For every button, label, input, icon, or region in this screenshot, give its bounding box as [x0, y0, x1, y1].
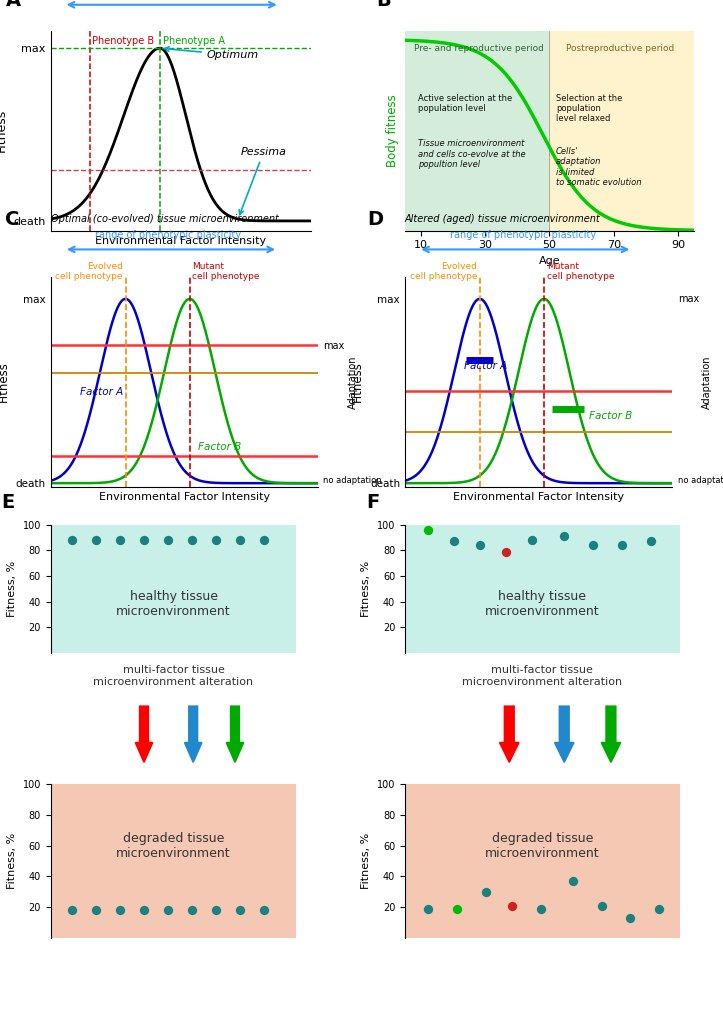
- FancyArrow shape: [602, 706, 620, 763]
- Point: [67, 532, 78, 548]
- Text: degraded tissue
microenvironment: degraded tissue microenvironment: [116, 831, 231, 860]
- Text: Factor B: Factor B: [198, 442, 241, 452]
- Text: E: E: [1, 493, 14, 511]
- Point: [645, 533, 656, 549]
- FancyArrow shape: [184, 706, 202, 763]
- Text: F: F: [367, 493, 380, 511]
- Y-axis label: Fitness: Fitness: [351, 362, 364, 402]
- Text: range of phenotypic plasticity: range of phenotypic plasticity: [450, 230, 596, 240]
- Y-axis label: Fitness, %: Fitness, %: [7, 561, 17, 617]
- Text: B: B: [376, 0, 390, 10]
- Point: [259, 902, 270, 918]
- Point: [187, 532, 198, 548]
- Point: [163, 902, 174, 918]
- Y-axis label: Fitness, %: Fitness, %: [362, 561, 371, 617]
- Point: [138, 532, 150, 548]
- Point: [90, 902, 102, 918]
- X-axis label: Environmental Factor Intensity: Environmental Factor Intensity: [99, 492, 270, 502]
- X-axis label: Age: Age: [539, 256, 560, 265]
- Y-axis label: Fitness: Fitness: [0, 362, 10, 402]
- Bar: [549, 31, 694, 231]
- Text: Selection at the
population
level relaxed: Selection at the population level relaxe…: [556, 93, 623, 123]
- Text: Pessima: Pessima: [239, 147, 286, 214]
- Text: Adaptation: Adaptation: [702, 355, 712, 409]
- X-axis label: Environmental Factor Intensity: Environmental Factor Intensity: [453, 492, 624, 502]
- Text: Adaptation: Adaptation: [348, 355, 358, 409]
- Bar: [405, 31, 549, 231]
- Text: Active selection at the
population level: Active selection at the population level: [418, 93, 512, 113]
- Text: no adaptation: no adaptation: [323, 476, 382, 485]
- Text: Mutant
cell phenotype: Mutant cell phenotype: [192, 261, 260, 281]
- Point: [138, 902, 150, 918]
- X-axis label: Environmental Factor Intensity: Environmental Factor Intensity: [95, 236, 266, 246]
- Text: Factor A: Factor A: [463, 361, 507, 371]
- Point: [448, 533, 460, 549]
- Text: Altered (aged) tissue microenvironment: Altered (aged) tissue microenvironment: [405, 214, 601, 223]
- FancyArrow shape: [555, 706, 574, 763]
- Point: [67, 902, 78, 918]
- Text: multi-factor tissue
microenvironment alteration: multi-factor tissue microenvironment alt…: [462, 665, 623, 687]
- Point: [422, 522, 434, 538]
- Point: [567, 873, 578, 890]
- Point: [234, 532, 246, 548]
- Point: [234, 902, 246, 918]
- Text: Phenotype B: Phenotype B: [93, 36, 155, 46]
- FancyArrow shape: [500, 706, 519, 763]
- Text: max: max: [677, 294, 699, 304]
- Point: [480, 884, 492, 900]
- Text: Tissue microenvironment
and cells co-evolve at the
popultion level: Tissue microenvironment and cells co-evo…: [418, 139, 526, 169]
- Text: A: A: [7, 0, 22, 10]
- Y-axis label: Body fitness: Body fitness: [386, 94, 399, 167]
- Point: [654, 901, 665, 916]
- Point: [506, 898, 518, 914]
- Text: Factor B: Factor B: [589, 411, 633, 420]
- Text: Optimum: Optimum: [165, 47, 259, 59]
- Point: [163, 532, 174, 548]
- FancyArrow shape: [226, 706, 244, 763]
- Point: [90, 532, 102, 548]
- Y-axis label: Fitness: Fitness: [0, 109, 8, 153]
- Text: Phenotype A: Phenotype A: [163, 36, 225, 46]
- Point: [616, 537, 628, 554]
- Point: [625, 910, 636, 927]
- Y-axis label: Fitness, %: Fitness, %: [7, 833, 17, 889]
- Text: healthy tissue
microenvironment: healthy tissue microenvironment: [485, 590, 599, 618]
- Y-axis label: Fitness, %: Fitness, %: [362, 833, 371, 889]
- Text: degraded tissue
microenvironment: degraded tissue microenvironment: [485, 831, 599, 860]
- Point: [535, 901, 547, 916]
- Text: healthy tissue
microenvironment: healthy tissue microenvironment: [116, 590, 231, 618]
- Point: [422, 901, 434, 916]
- Text: C: C: [5, 209, 20, 229]
- Point: [558, 528, 570, 544]
- Text: no adaptation: no adaptation: [677, 476, 723, 485]
- Point: [451, 901, 463, 916]
- Text: Optimal (co-evolved) tissue microenvironment: Optimal (co-evolved) tissue microenviron…: [51, 214, 278, 223]
- Text: Evolved
cell phenotype: Evolved cell phenotype: [56, 261, 123, 281]
- Point: [500, 543, 512, 560]
- Text: range of phenotypic plasticity: range of phenotypic plasticity: [95, 230, 241, 240]
- Point: [587, 537, 599, 554]
- Text: Factor A: Factor A: [80, 386, 124, 397]
- Text: Cells'
adaptation
is limited
to somatic evolution: Cells' adaptation is limited to somatic …: [556, 147, 641, 188]
- Text: max: max: [323, 341, 345, 352]
- Text: D: D: [367, 209, 384, 229]
- Text: Evolved
cell phenotype: Evolved cell phenotype: [410, 261, 477, 281]
- Text: Postreproductive period: Postreproductive period: [566, 44, 675, 53]
- Point: [187, 902, 198, 918]
- Text: multi-factor tissue
microenvironment alteration: multi-factor tissue microenvironment alt…: [93, 665, 254, 687]
- Point: [596, 898, 607, 914]
- FancyArrow shape: [135, 706, 153, 763]
- Point: [114, 532, 126, 548]
- Point: [114, 902, 126, 918]
- Text: Pre- and reproductive period: Pre- and reproductive period: [414, 44, 544, 53]
- Point: [474, 537, 486, 554]
- Point: [210, 902, 222, 918]
- Point: [210, 532, 222, 548]
- Text: Mutant
cell phenotype: Mutant cell phenotype: [547, 261, 614, 281]
- Point: [526, 532, 538, 548]
- Point: [259, 532, 270, 548]
